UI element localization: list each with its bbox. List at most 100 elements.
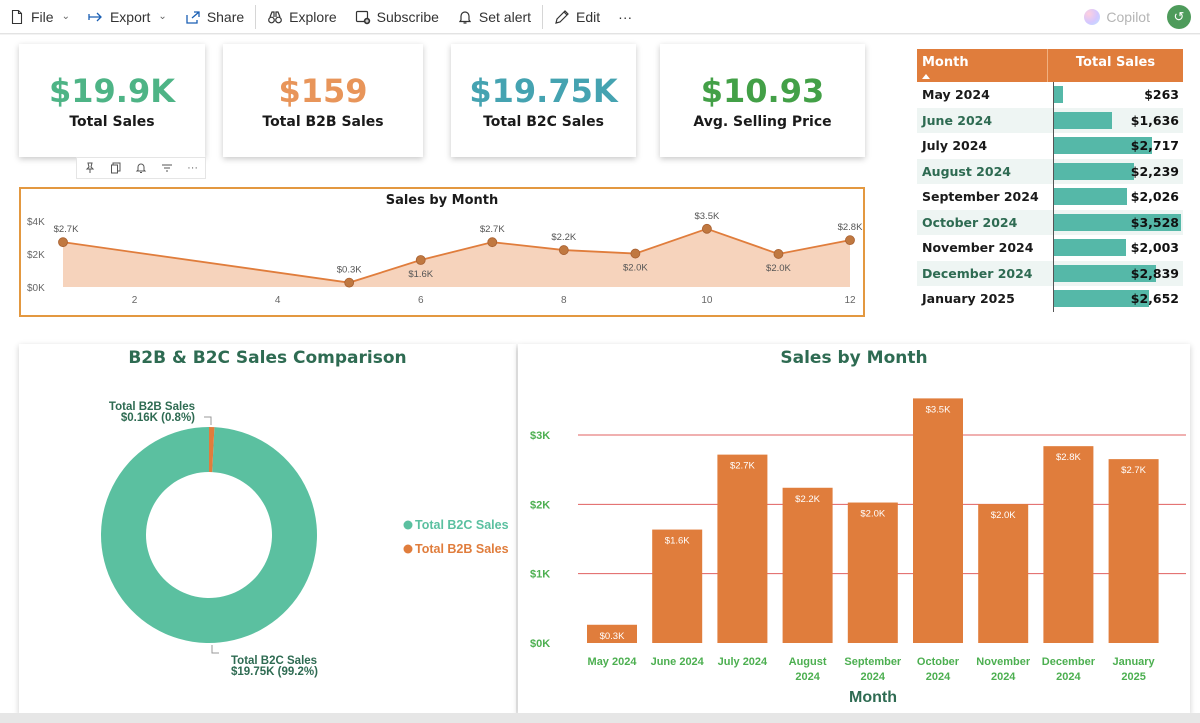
more-icon[interactable]: ··· xyxy=(187,162,199,174)
data-label: $2.7K xyxy=(730,461,755,472)
table-row[interactable]: December 2024 $2,839 xyxy=(917,260,1183,286)
bar xyxy=(587,624,637,643)
leader-line xyxy=(211,645,219,654)
reset-icon[interactable]: ↺ xyxy=(1167,5,1191,29)
x-tick-label: May 2024 xyxy=(588,656,638,668)
column-header-total-sales[interactable]: Total Sales xyxy=(1075,55,1156,70)
column-header-month[interactable]: Month xyxy=(917,49,1048,82)
bar xyxy=(782,487,833,643)
table-row[interactable]: August 2024 $2,239 xyxy=(917,158,1183,184)
bar xyxy=(652,529,703,643)
kpi-label: Total B2C Sales xyxy=(483,113,604,130)
table-body: May 2024 $263 June 2024 $1,636 July 2024 $2,7… xyxy=(917,82,1183,312)
data-point xyxy=(415,255,426,265)
cell-month: September 2024 xyxy=(922,189,1039,205)
y-tick-label: $0K xyxy=(27,283,45,294)
table-row[interactable]: January 2025 $2,652 xyxy=(917,286,1183,312)
data-bar xyxy=(1053,264,1156,282)
file-menu[interactable]: File ⌄ xyxy=(0,0,79,34)
edit-button[interactable]: Edit xyxy=(545,0,609,34)
cell-month: July 2024 xyxy=(922,138,988,154)
slice-value-label: $0.16K (0.8%) xyxy=(121,412,195,424)
sales-by-month-line-chart[interactable]: Sales by Month $0K $2K $4K 2 4 6 8 10 12 $2.7K $0.… xyxy=(19,187,865,317)
data-bar xyxy=(1053,188,1127,205)
y-tick-label: $4K xyxy=(27,217,45,228)
table-row[interactable]: July 2024 $2,717 xyxy=(917,133,1183,159)
pin-icon[interactable] xyxy=(84,162,96,174)
data-bar xyxy=(1053,137,1152,154)
b2b-b2c-donut-chart[interactable]: B2B & B2C Sales Comparison Total B2B Sal… xyxy=(19,344,516,714)
file-icon xyxy=(11,9,23,24)
cell-total-sales xyxy=(1053,290,1183,307)
copilot-button[interactable]: Copilot xyxy=(1084,0,1150,34)
explore-button[interactable]: Explore xyxy=(258,0,345,34)
table-row[interactable]: May 2024 $263 xyxy=(917,82,1183,108)
kpi-card-b2c-sales[interactable]: $19.75K Total B2C Sales xyxy=(451,44,636,157)
x-axis-title: Month xyxy=(849,689,897,706)
line-chart-svg: $0K $2K $4K 2 4 6 8 10 12 $2.7K $0.3K $1.6K $2.7K $2.… xyxy=(27,211,863,306)
kpi-card-b2b-sales[interactable]: $159 Total B2B Sales xyxy=(223,44,423,157)
data-label: $1.6K xyxy=(408,269,433,280)
bar xyxy=(978,504,1029,643)
copy-icon[interactable] xyxy=(110,162,122,174)
cell-value: $2,717 xyxy=(1130,138,1179,153)
share-label: Share xyxy=(206,8,245,25)
table-row[interactable]: June 2024 $1,636 xyxy=(917,107,1183,133)
data-label: $2.0K xyxy=(766,263,791,274)
legend-marker xyxy=(403,544,413,554)
x-tick-label: July 2024 xyxy=(718,656,768,668)
cell-value: $2,839 xyxy=(1130,265,1179,281)
bell-icon xyxy=(458,10,472,24)
cell-value: $3,528 xyxy=(1130,214,1179,230)
donut-slice xyxy=(101,427,318,643)
bar xyxy=(1108,459,1159,643)
kpi-card-total-sales[interactable]: $19.9K Total Sales xyxy=(19,44,205,157)
cell-value: $2,003 xyxy=(1130,240,1179,255)
more-options-button[interactable]: ··· xyxy=(609,0,641,34)
toolbar-divider xyxy=(255,4,257,29)
slice-name-label: Total B2B Sales xyxy=(109,401,195,413)
data-bar xyxy=(1053,162,1135,180)
data-bar xyxy=(1053,111,1113,129)
bar xyxy=(1043,446,1094,643)
data-point xyxy=(487,237,498,248)
x-tick-label: 10 xyxy=(701,295,713,306)
more-icon: ··· xyxy=(618,8,633,25)
sales-by-month-bar-chart[interactable]: Sales by Month $0K $1K $2K $3K $0.3K May 2024… xyxy=(518,344,1190,714)
filter-icon[interactable] xyxy=(161,162,173,174)
cell-total-sales xyxy=(1053,86,1183,103)
data-label: $2.0K xyxy=(623,263,648,274)
x-tick-label: 2024 xyxy=(861,671,886,683)
x-tick-label: 2024 xyxy=(991,671,1016,683)
data-label: $2.7K xyxy=(480,224,505,235)
share-icon xyxy=(186,10,200,24)
bar-axis-line xyxy=(1053,82,1054,312)
cell-month: October 2024 xyxy=(922,214,1018,230)
data-label: $2.8K xyxy=(1056,452,1081,463)
x-tick-label: October xyxy=(917,656,960,668)
kpi-card-avg-price[interactable]: $10.93 Avg. Selling Price xyxy=(660,44,865,157)
table-row[interactable]: November 2024 $2,003 xyxy=(917,235,1183,261)
edit-label: Edit xyxy=(576,8,601,25)
share-button[interactable]: Share xyxy=(176,0,253,34)
data-label: $2.7K xyxy=(54,224,79,235)
table-row[interactable]: October 2024 $3,528 xyxy=(917,209,1183,235)
cell-total-sales xyxy=(1053,188,1183,205)
table-row[interactable]: September 2024 $2,026 xyxy=(917,184,1183,210)
kpi-value: $159 xyxy=(278,71,368,110)
data-label: $0.3K xyxy=(337,265,362,276)
set-alert-button[interactable]: Set alert xyxy=(448,0,540,34)
bell-icon[interactable] xyxy=(135,162,147,174)
toolbar-divider xyxy=(542,4,544,29)
bar xyxy=(847,502,898,643)
subscribe-button[interactable]: Subscribe xyxy=(346,0,448,34)
x-tick-label: 4 xyxy=(275,295,281,306)
data-label: $2.2K xyxy=(551,232,576,243)
data-point xyxy=(773,249,784,259)
pencil-icon xyxy=(555,9,569,24)
monthly-sales-table[interactable]: Month Total Sales May 2024 $263 June 2024 $… xyxy=(917,49,1183,312)
x-tick-label: 2025 xyxy=(1121,671,1145,683)
bar xyxy=(717,454,768,643)
export-menu[interactable]: Export ⌄ xyxy=(79,0,176,34)
bottom-status-strip xyxy=(0,713,1200,723)
